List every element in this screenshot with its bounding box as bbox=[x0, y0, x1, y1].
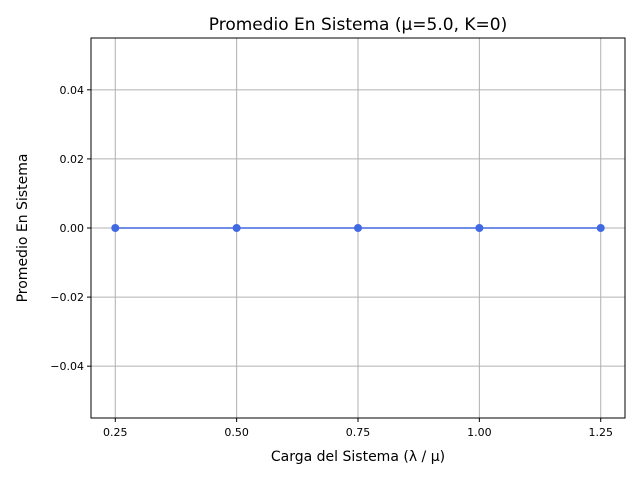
y-tick-label: 0.04 bbox=[60, 84, 85, 97]
x-tick-label: 0.50 bbox=[224, 426, 249, 439]
y-axis-title: Promedio En Sistema bbox=[15, 154, 31, 303]
data-point bbox=[354, 224, 362, 232]
y-tick-label: 0.00 bbox=[60, 222, 85, 235]
x-tick-label: 1.25 bbox=[588, 426, 613, 439]
x-tick-label: 1.00 bbox=[467, 426, 492, 439]
x-axis-title: Carga del Sistema (λ / μ) bbox=[271, 449, 445, 465]
data-point bbox=[596, 224, 605, 232]
data-point bbox=[232, 224, 241, 232]
chart-title: Promedio En Sistema (μ=5.0, K=0) bbox=[209, 15, 507, 35]
y-tick-label: 0.02 bbox=[60, 153, 85, 166]
y-tick-label: −0.04 bbox=[50, 360, 84, 373]
data-point bbox=[475, 224, 484, 232]
y-tick-label: −0.02 bbox=[50, 291, 84, 304]
series-layer bbox=[111, 224, 605, 232]
x-tick-label: 0.75 bbox=[346, 426, 371, 439]
data-point bbox=[111, 224, 120, 232]
tick-layer: 0.25 0.50 0.75 1.00 1.25 −0.04 −0.02 0.00 0.02 0.… bbox=[50, 84, 613, 439]
x-tick-label: 0.25 bbox=[103, 426, 128, 439]
